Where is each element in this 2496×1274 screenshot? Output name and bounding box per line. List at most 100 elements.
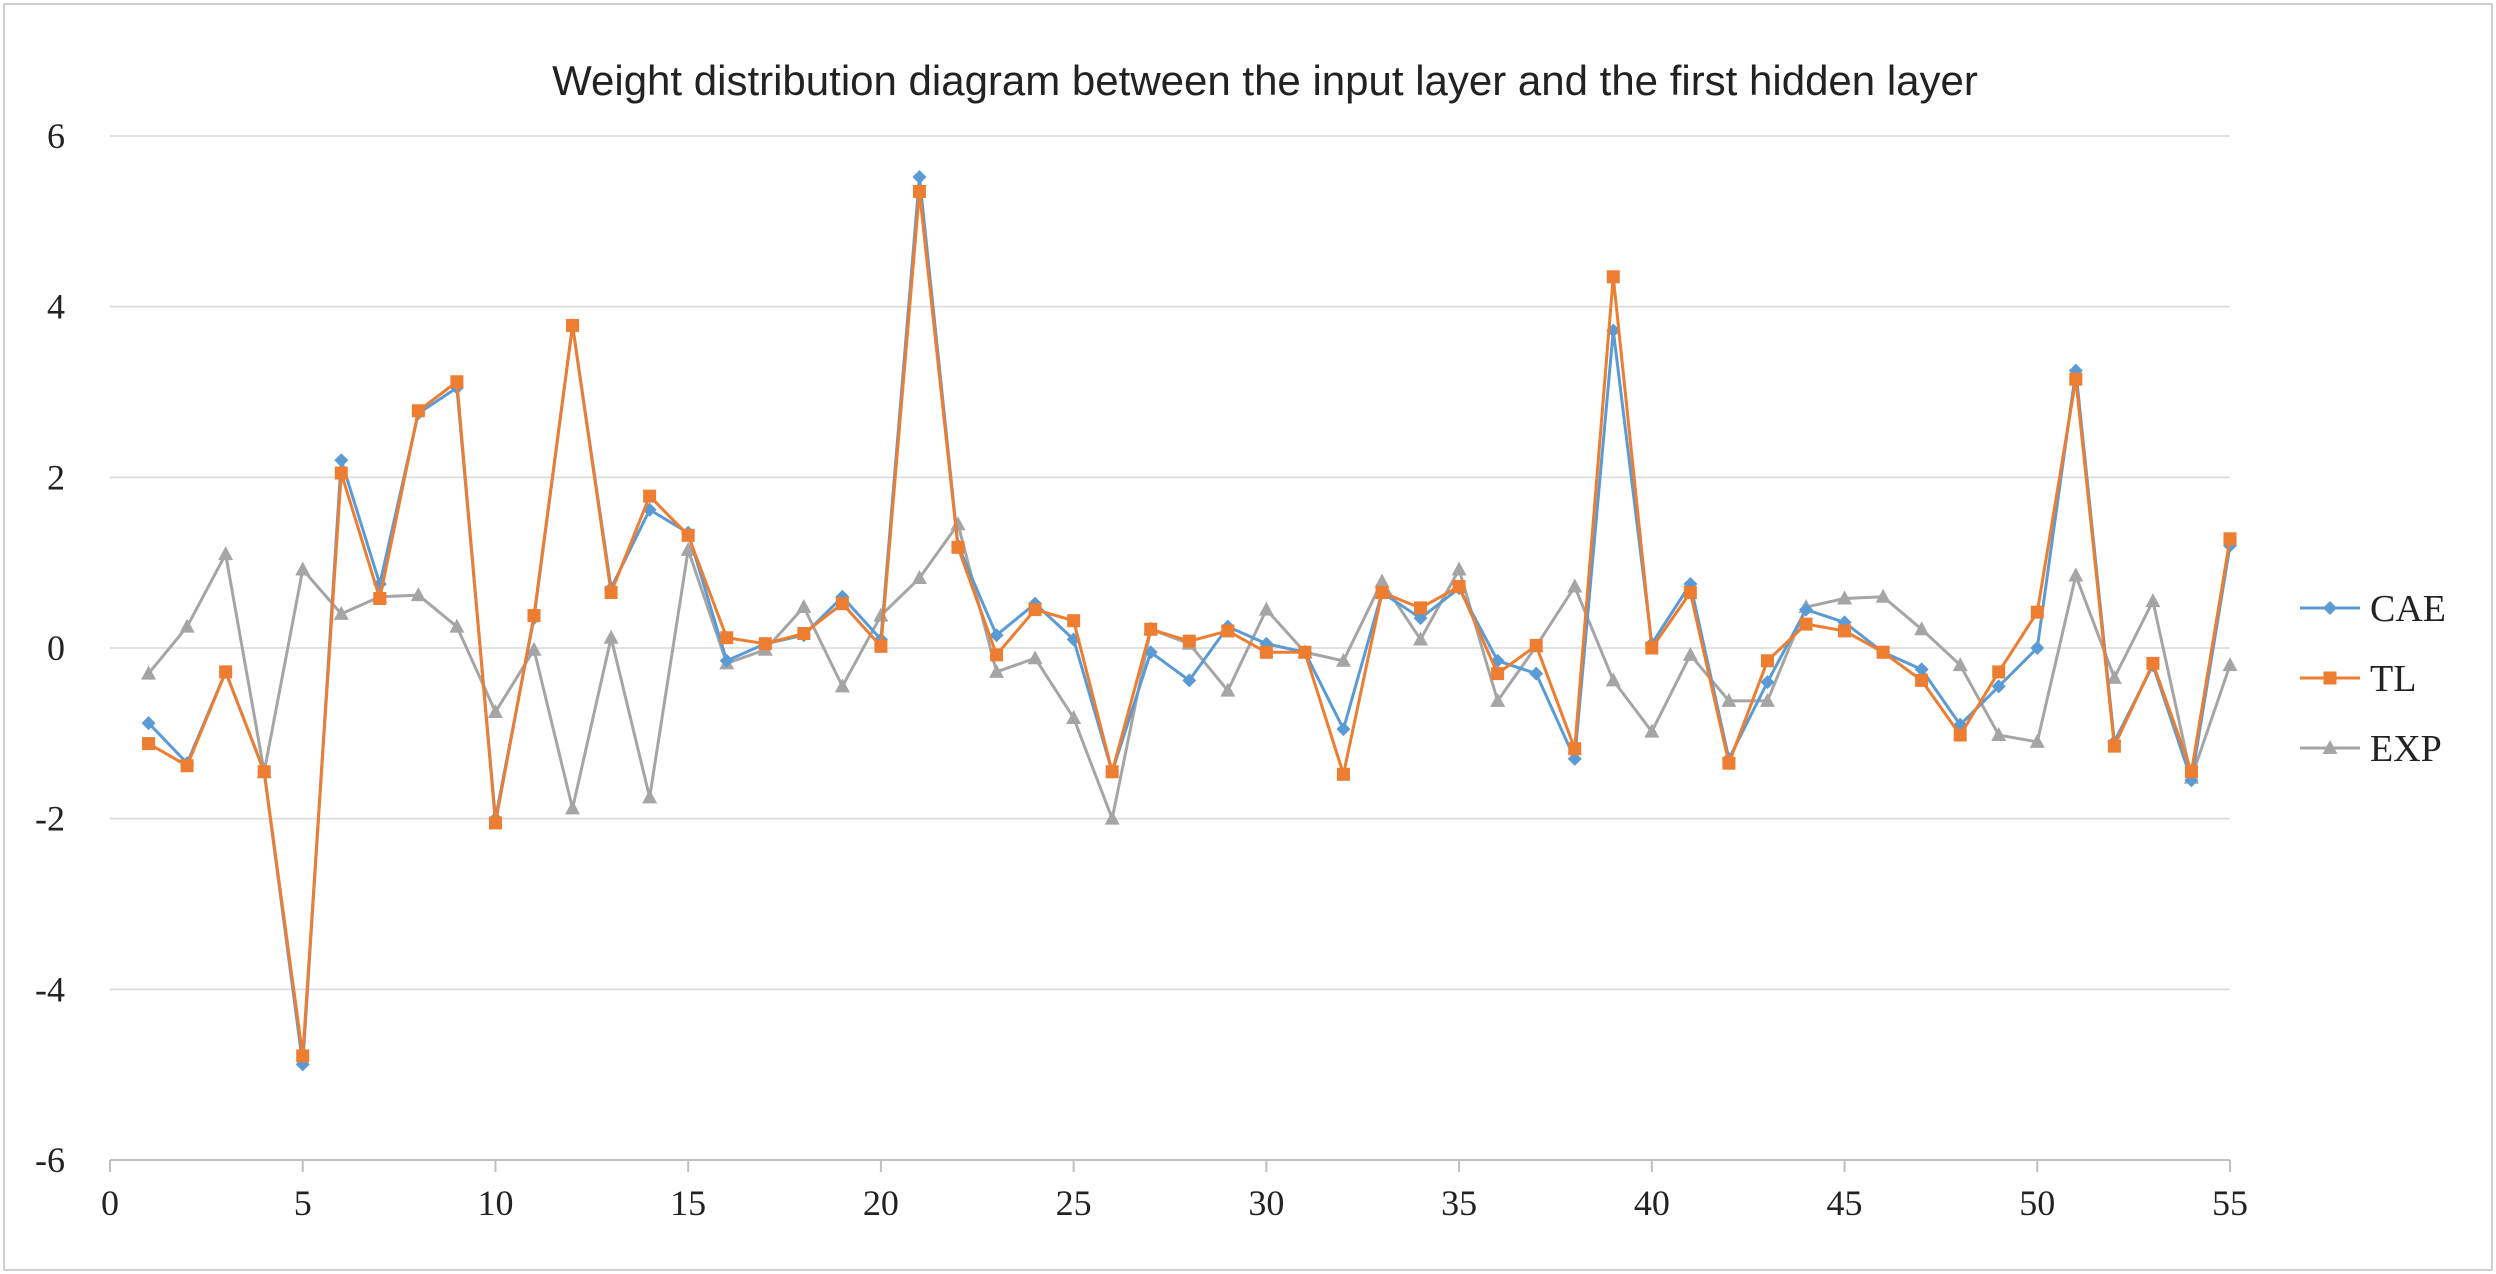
data-point-exp (1027, 650, 1043, 665)
data-point-tl (2107, 739, 2121, 753)
data-point-cae (1760, 675, 1775, 690)
data-point-tl (1375, 586, 1389, 600)
data-point-tl (643, 489, 657, 503)
data-point-cae (1529, 666, 1544, 681)
data-point-exp (2029, 733, 2045, 748)
data-point-tl (1992, 665, 2006, 679)
data-point-tl (1606, 270, 1620, 284)
data-point-exp (1490, 692, 1506, 707)
x-tick-label: 10 (477, 1183, 513, 1223)
data-point-tl (1529, 638, 1543, 652)
data-point-exp (179, 618, 195, 633)
data-point-cae (1799, 602, 1813, 617)
series-lines (141, 169, 2238, 1072)
data-point-tl (1067, 614, 1081, 628)
data-point-cae (912, 169, 927, 184)
legend-item-exp: EXP (2300, 728, 2442, 770)
data-point-exp (1759, 692, 1775, 707)
data-point-tl (990, 648, 1004, 662)
data-point-tl (566, 318, 580, 332)
data-point-tl (1028, 603, 1042, 617)
data-point-exp (642, 789, 658, 804)
data-point-cae (1143, 645, 1158, 660)
data-point-exp (1914, 621, 1930, 636)
data-point-tl (219, 665, 233, 679)
data-point-exp (1335, 652, 1351, 667)
data-point-cae (141, 716, 156, 731)
data-point-tl (1683, 586, 1697, 600)
data-point-exp (141, 665, 157, 680)
x-tick-label: 45 (1827, 1183, 1863, 1223)
data-point-tl (797, 626, 811, 640)
legend: CAE TL EXP (2300, 588, 2446, 770)
data-point-tl (180, 759, 194, 773)
data-point-tl (758, 637, 772, 651)
data-point-exp (1682, 646, 1698, 661)
data-point-tl (450, 375, 464, 389)
data-point-exp (1991, 727, 2007, 742)
series-tl (142, 184, 2237, 1063)
data-point-exp (989, 663, 1005, 678)
data-point-cae (719, 653, 734, 668)
data-point-tl (1414, 601, 1428, 615)
x-tick-label: 15 (670, 1183, 706, 1223)
data-point-tl (720, 631, 734, 645)
x-tick-label: 35 (1441, 1183, 1477, 1223)
data-point-tl (373, 592, 387, 606)
data-point-cae (2030, 641, 2045, 655)
data-point-exp (410, 587, 426, 602)
data-point-tl (874, 639, 888, 653)
data-point-cae (1413, 611, 1428, 626)
data-point-tl (951, 540, 965, 554)
data-point-tl (334, 466, 348, 480)
data-point-tl (1298, 645, 1312, 659)
data-point-tl (1915, 673, 1929, 687)
data-point-exp (218, 546, 234, 561)
data-point-tl (1336, 767, 1350, 781)
data-point-exp (2106, 669, 2122, 684)
y-tick-label: 2 (47, 457, 65, 497)
data-point-tl (1953, 728, 1967, 742)
data-point-exp (1413, 631, 1429, 646)
data-point-exp (449, 618, 465, 633)
data-point-tl (2069, 372, 2083, 386)
x-tick-label: 20 (863, 1183, 899, 1223)
data-point-exp (1258, 601, 1274, 616)
legend-label: CAE (2370, 588, 2446, 630)
data-point-tl (1876, 645, 1890, 659)
x-tick-label: 30 (1248, 1183, 1284, 1223)
data-point-exp (1605, 672, 1621, 687)
legend-marker (2323, 671, 2337, 685)
legend-label: EXP (2370, 728, 2442, 770)
data-point-tl (411, 404, 425, 418)
data-point-exp (1066, 709, 1082, 724)
data-point-exp (2145, 593, 2161, 608)
data-point-tl (488, 816, 502, 830)
data-point-cae (1914, 662, 1929, 677)
legend-item-cae: CAE (2300, 588, 2446, 630)
data-point-exp (526, 641, 542, 656)
data-point-exp (487, 704, 503, 718)
data-point-exp (950, 516, 966, 531)
legend-marker (2322, 740, 2338, 754)
chart-title: Weight distribution diagram between the … (552, 57, 1978, 104)
data-point-exp (1374, 573, 1390, 588)
data-point-cae (1182, 673, 1197, 688)
data-point-exp (796, 599, 812, 614)
data-point-tl (2223, 532, 2237, 546)
data-point-tl (296, 1049, 310, 1063)
data-point-tl (527, 609, 541, 623)
data-point-tl (257, 765, 271, 779)
data-point-tl (1722, 756, 1736, 770)
data-point-tl (1182, 634, 1196, 648)
x-tick-label: 40 (1634, 1183, 1670, 1223)
data-point-cae (334, 453, 349, 468)
data-point-cae (1336, 722, 1351, 737)
data-point-exp (1104, 810, 1120, 825)
data-point-tl (1144, 622, 1158, 636)
data-point-exp (911, 570, 927, 585)
data-point-exp (834, 678, 850, 693)
